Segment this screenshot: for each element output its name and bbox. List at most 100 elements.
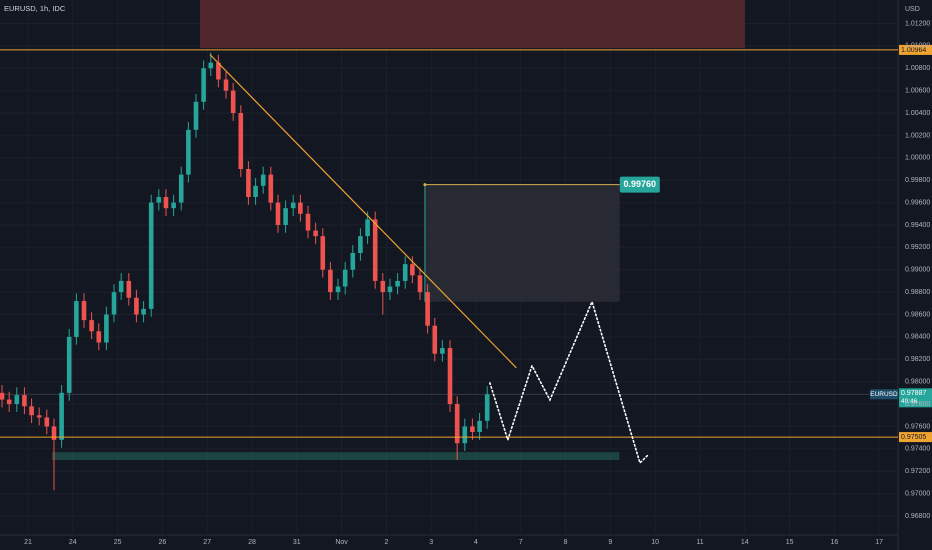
candle-body — [36, 415, 42, 418]
candle-body — [89, 320, 94, 332]
candle-body — [380, 280, 386, 293]
candle-body — [51, 426, 57, 440]
candle-body — [6, 399, 12, 405]
candle-body — [253, 185, 258, 197]
candle-body — [230, 90, 236, 114]
y-tick-label: 0.98000 — [905, 379, 930, 386]
y-tick-label: 0.98800 — [905, 289, 930, 296]
x-tick-label: 9 — [608, 539, 612, 546]
candle-body — [134, 297, 139, 315]
level-label: 0.97505 — [901, 434, 926, 441]
x-tick-label: 17 — [875, 539, 883, 546]
y-tick-label: 1.00400 — [905, 110, 930, 117]
candle-body — [462, 426, 468, 444]
x-tick-label: 16 — [830, 539, 838, 546]
candle-body — [298, 202, 303, 214]
candle-body — [305, 213, 311, 231]
zone — [52, 452, 620, 461]
y-tick-label: 1.00600 — [905, 88, 930, 95]
y-tick-label: 1.00800 — [905, 65, 930, 72]
x-tick-label: 14 — [741, 539, 749, 546]
x-tick-label: 2 — [384, 539, 388, 546]
level-label-box — [899, 432, 932, 443]
candle-body — [425, 292, 430, 326]
x-tick-label: 10 — [651, 539, 659, 546]
candle-body — [171, 202, 176, 209]
y-tick-label: 0.99400 — [905, 222, 930, 229]
y-tick-label: 0.98400 — [905, 334, 930, 341]
candle-body — [216, 62, 221, 80]
candle-body — [22, 395, 27, 407]
zone — [200, 0, 745, 49]
y-tick-label: 0.97200 — [905, 468, 930, 475]
price-label: 0.97887 — [901, 390, 926, 397]
y-tick-label: 0.98600 — [905, 311, 930, 318]
candle-body — [193, 101, 199, 130]
candle-body — [186, 129, 191, 175]
axis-unit: USD — [905, 6, 920, 13]
x-tick-label: 31 — [293, 539, 301, 546]
x-tick-label: 24 — [69, 539, 77, 546]
candle-body — [148, 202, 154, 309]
candle-body — [410, 264, 415, 276]
x-tick-label: 26 — [158, 539, 166, 546]
candle-body — [141, 308, 146, 315]
candle-body — [66, 336, 72, 393]
level-label-box — [899, 44, 932, 55]
y-tick-label: 0.97600 — [905, 423, 930, 430]
candle-body — [81, 301, 87, 321]
x-tick-label: Nov — [335, 539, 348, 546]
target-box — [424, 184, 620, 302]
candle-body — [246, 169, 251, 197]
candle-body — [268, 174, 274, 203]
candle-body — [0, 392, 5, 400]
candle-body — [163, 196, 169, 209]
candle-body — [223, 79, 229, 91]
candle-body — [29, 406, 34, 416]
x-tick-label: 11 — [696, 539, 703, 546]
y-tick-label: 0.97800 — [905, 401, 930, 408]
y-tick-label: 0.98200 — [905, 356, 930, 363]
y-tick-label: 1.01200 — [905, 20, 930, 27]
candle-body — [96, 331, 102, 343]
y-tick-label: 1.00200 — [905, 132, 930, 139]
candle-body — [484, 394, 490, 421]
candle-body — [201, 68, 206, 102]
candle-body — [372, 219, 378, 281]
target-point — [423, 183, 427, 187]
price-axis-area — [898, 0, 932, 550]
candle-body — [111, 292, 117, 315]
projection-path — [489, 299, 649, 465]
candle-body — [14, 395, 20, 405]
plot-area — [0, 0, 898, 491]
x-tick-label: 3 — [429, 539, 433, 546]
level-label: 1.00964 — [901, 47, 926, 54]
candle-body — [44, 417, 50, 427]
candle-body — [59, 392, 64, 440]
x-tick-label: 28 — [248, 539, 256, 546]
candle-body — [447, 348, 453, 405]
x-tick-label: 4 — [474, 539, 478, 546]
candle-body — [342, 269, 348, 287]
y-tick-label: 1.00000 — [905, 155, 930, 162]
y-tick-label: 0.99000 — [905, 267, 930, 274]
y-tick-label: 0.99800 — [905, 177, 930, 184]
symbol-label-box — [870, 389, 898, 400]
y-tick-label: 0.99600 — [905, 199, 930, 206]
candle-body — [313, 230, 318, 237]
candle-body — [477, 420, 482, 433]
x-tick-label: 21 — [24, 539, 32, 546]
candle-body — [74, 301, 79, 337]
candle-body — [320, 236, 326, 270]
x-tick-label: 27 — [203, 539, 211, 546]
candle-body — [290, 202, 296, 209]
candle-body — [328, 269, 333, 293]
target-label: 0.99760 — [624, 179, 657, 189]
candle-body — [470, 426, 475, 433]
candle-body — [208, 62, 214, 69]
candle-body — [283, 208, 288, 225]
x-tick-label: 7 — [519, 539, 523, 546]
trendline — [209, 54, 517, 369]
